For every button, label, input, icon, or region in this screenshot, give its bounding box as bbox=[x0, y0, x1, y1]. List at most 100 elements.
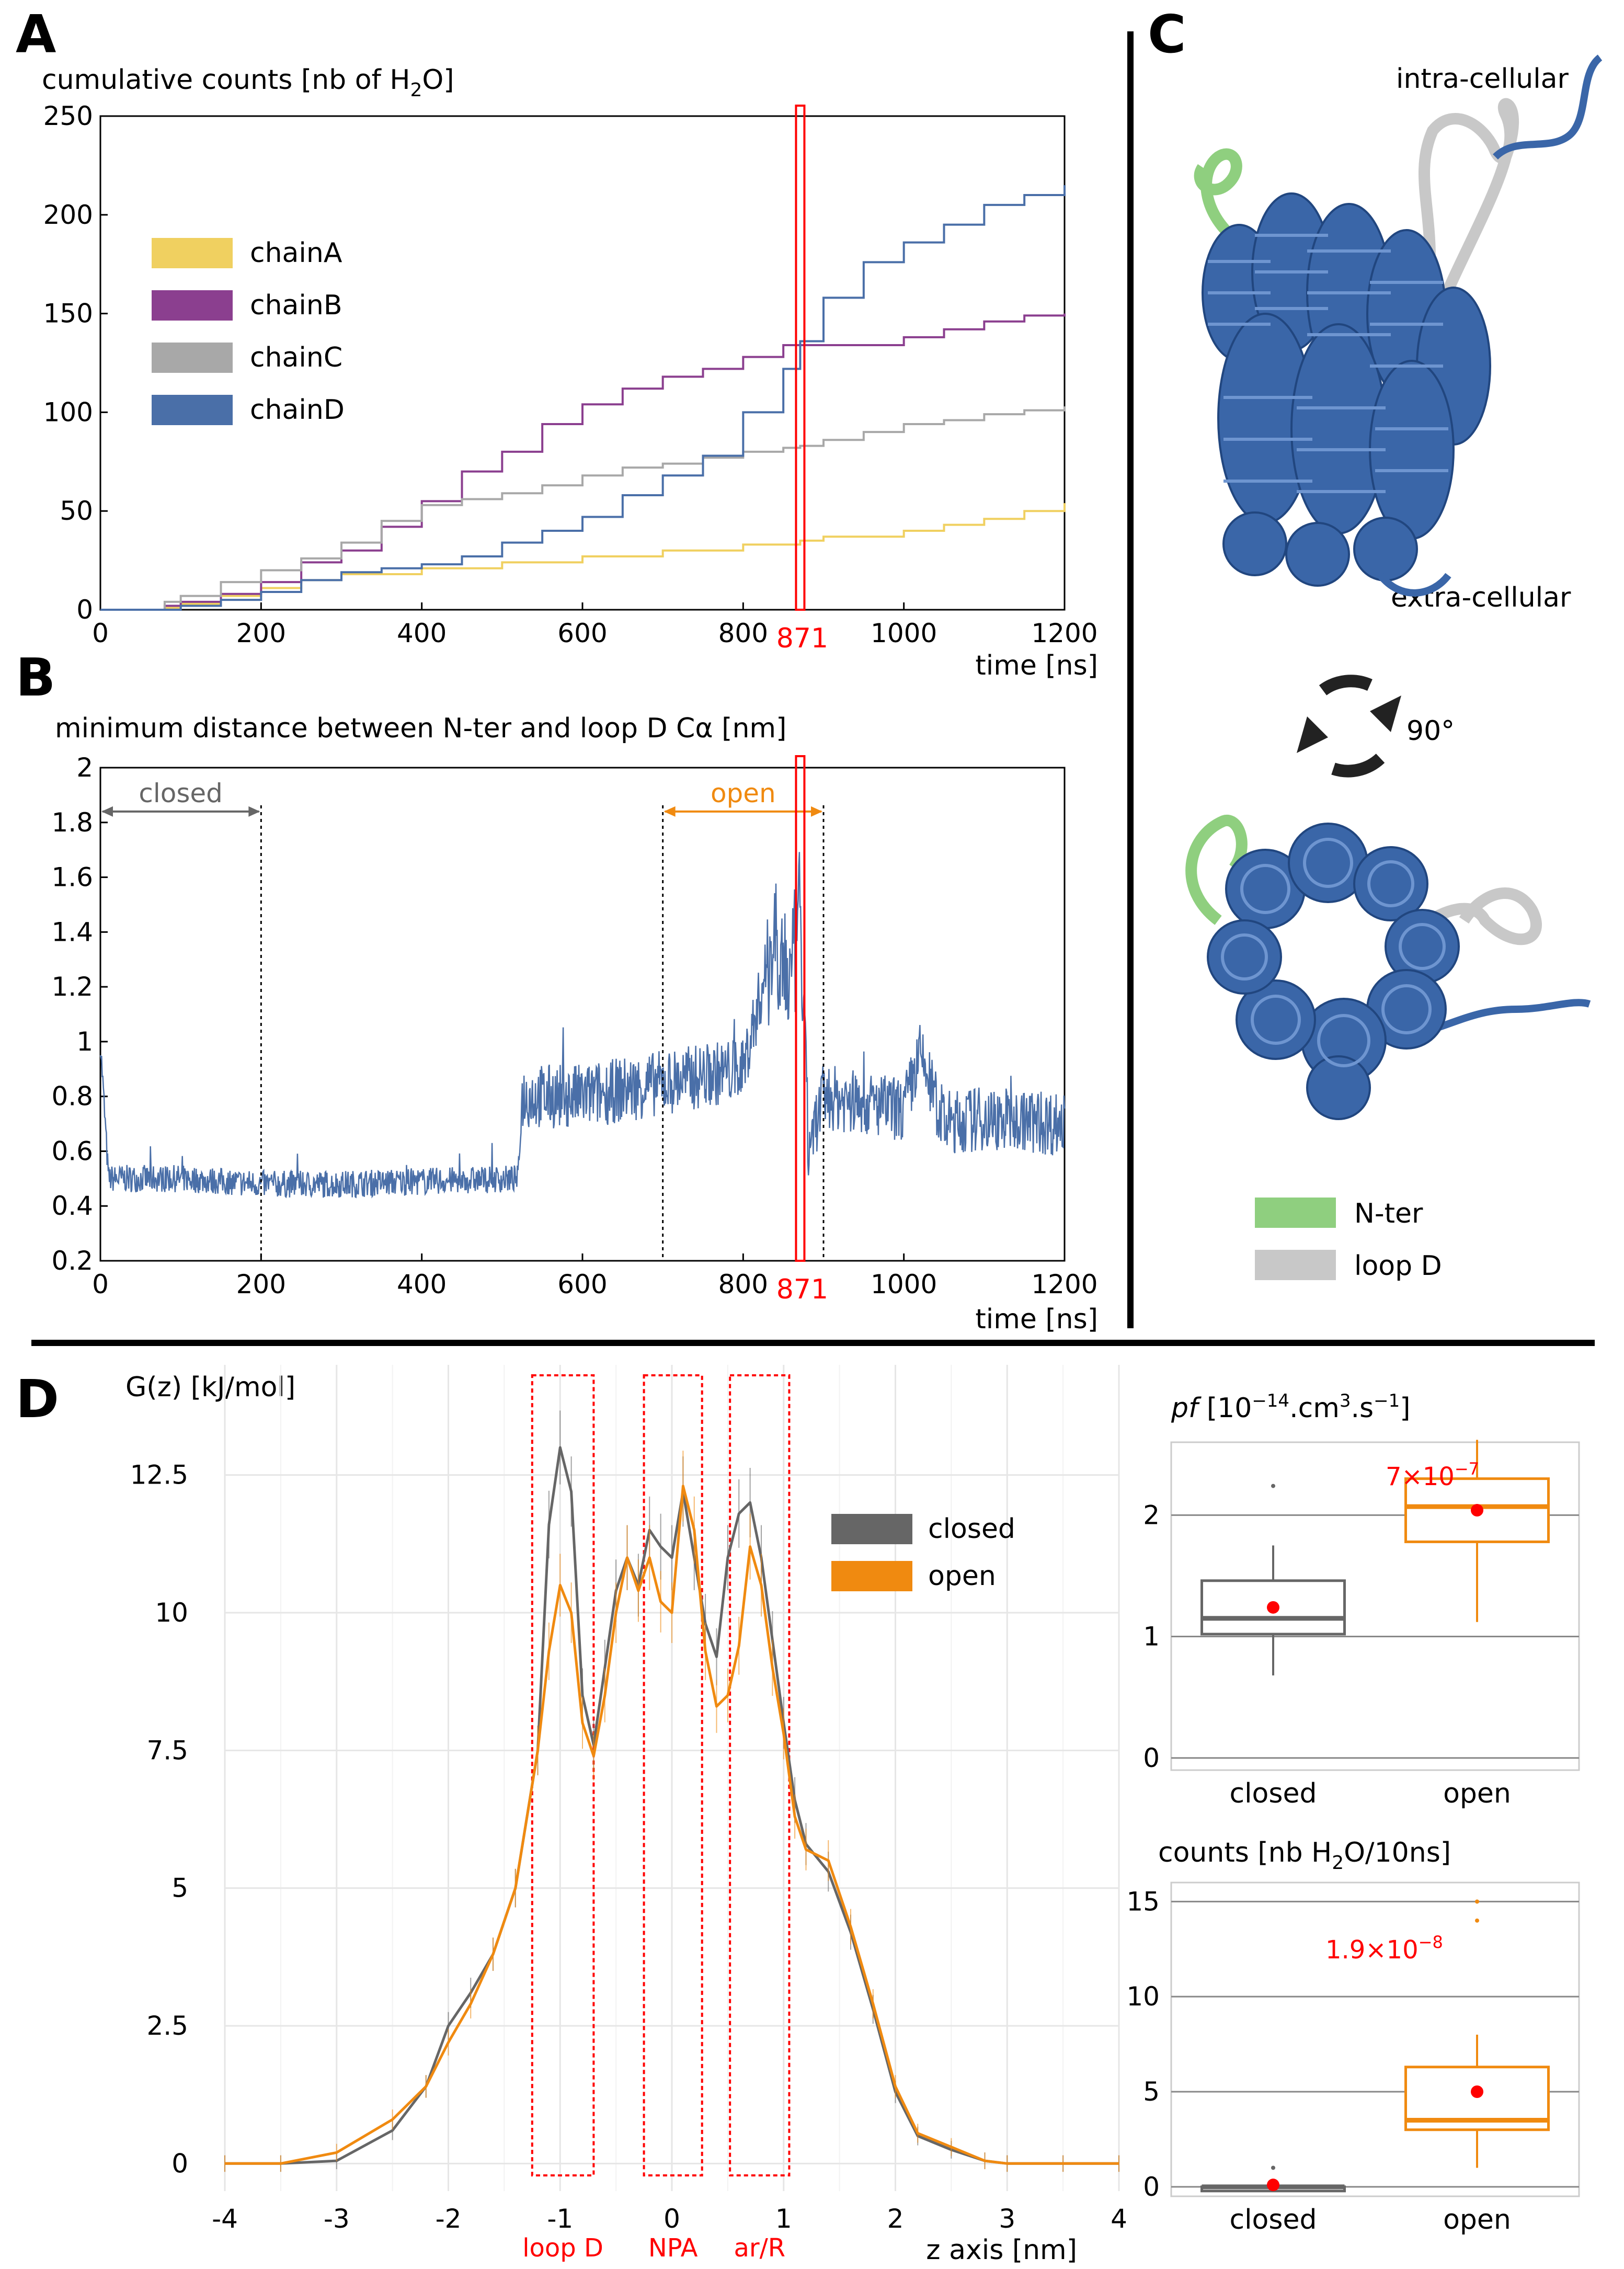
region-label: ar/R bbox=[734, 2233, 785, 2263]
x-tick-label: 1200 bbox=[1031, 618, 1097, 648]
legend-swatch-open bbox=[831, 1561, 912, 1591]
chart-b-phase-lines bbox=[260, 805, 825, 1261]
x-tick-label: 0 bbox=[92, 1269, 109, 1299]
loop-d-label: loop D bbox=[1354, 1250, 1442, 1282]
y-tick-label: 1 bbox=[76, 1027, 93, 1057]
x-tick-label: 4 bbox=[1111, 2204, 1127, 2234]
chart-pf-pvalue: 7×10−7 bbox=[1386, 1459, 1479, 1491]
x-tick-label: 0 bbox=[92, 618, 109, 648]
legend-swatch-chainB bbox=[152, 290, 233, 321]
x-tick-label: 600 bbox=[557, 618, 607, 648]
y-tick-label: 0.4 bbox=[51, 1191, 93, 1221]
x-tick-label: -1 bbox=[547, 2204, 573, 2234]
chart-a-series bbox=[100, 185, 1066, 611]
chart-b-highlight-box bbox=[795, 755, 806, 1262]
mean-open bbox=[1471, 2085, 1483, 2098]
y-tick-label: 10 bbox=[155, 1598, 188, 1628]
y-tick-label: 12.5 bbox=[130, 1460, 188, 1490]
y-tick-label: 0.8 bbox=[51, 1081, 93, 1112]
line-distance bbox=[99, 852, 1066, 1199]
n-ter-label: N-ter bbox=[1354, 1198, 1423, 1229]
chart-a-highlight-label: 871 bbox=[776, 623, 828, 654]
chart-b-ticks: 0 200 400 600 800 1000 1200 0.2 0.4 0.6 0.8 1 1.2 1.4… bbox=[51, 752, 1097, 1299]
x-tick-label: closed bbox=[1230, 1778, 1317, 1809]
extra-loop-side bbox=[1377, 573, 1451, 597]
chart-a-legend: chainA chainB chainC chainD bbox=[152, 237, 345, 426]
panel-label-b: B bbox=[16, 647, 55, 708]
chart-d: G(z) [kJ/mol] -4 -3 -2 -1 0 1 2 3 4 0 2.5 5 7.5 10 12.… bbox=[125, 1365, 1127, 2266]
y-tick-label: 200 bbox=[43, 200, 93, 230]
arrowhead-right-icon bbox=[248, 806, 260, 817]
y-tick-label: 0 bbox=[76, 595, 93, 625]
chart-a-ticks: 0 200 400 600 800 1000 1200 0 50 100 150 200 250 bbox=[43, 101, 1098, 648]
y-tick-label: 5 bbox=[1143, 2077, 1160, 2107]
line-chainC bbox=[100, 406, 1066, 611]
x-tick-label: 800 bbox=[718, 618, 768, 648]
y-tick-label: 0.6 bbox=[51, 1136, 93, 1166]
panel-label-a: A bbox=[16, 4, 56, 65]
chart-pf-plot: 0 1 2 closed open bbox=[1143, 1440, 1580, 1809]
chart-counts-title: counts [nb H2O/10ns] bbox=[1158, 1837, 1451, 1874]
y-tick-label: 250 bbox=[43, 101, 93, 131]
x-tick-label: 400 bbox=[397, 618, 447, 648]
region-box-ar-r bbox=[729, 1374, 791, 2176]
helix-bundle-side bbox=[1202, 192, 1491, 587]
x-tick-label: -3 bbox=[324, 2204, 350, 2234]
x-tick-label: closed bbox=[1230, 2204, 1317, 2236]
x-tick-label: 0 bbox=[664, 2204, 680, 2234]
y-tick-label: 10 bbox=[1126, 1981, 1160, 2012]
plot-frame bbox=[1170, 1882, 1580, 2197]
legend-swatch-closed bbox=[831, 1514, 912, 1544]
region-box-npa bbox=[643, 1374, 703, 2176]
y-tick-label: 0 bbox=[1143, 1743, 1160, 1773]
arrowhead-right-icon bbox=[811, 806, 822, 817]
c-terminus-ribbon-top bbox=[1411, 999, 1591, 1039]
x-tick-label: 1 bbox=[775, 2204, 792, 2234]
x-tick-label: -4 bbox=[212, 2204, 238, 2234]
chart-counts-plot: 0 5 10 15 closed open bbox=[1126, 1882, 1580, 2236]
chart-b-xlabel: time [ns] bbox=[975, 1304, 1098, 1335]
intra-cellular-label: intra-cellular bbox=[1396, 63, 1569, 95]
rotation-icon bbox=[1297, 675, 1401, 778]
chart-d-series bbox=[224, 1410, 1119, 2172]
chart-b-series bbox=[99, 852, 1066, 1199]
legend-label-closed: closed bbox=[928, 1513, 1015, 1545]
region-label: loop D bbox=[522, 2233, 603, 2263]
legend-swatch-chainD bbox=[152, 395, 233, 425]
x-tick-label: 1200 bbox=[1031, 1269, 1097, 1299]
line-chainD bbox=[100, 185, 1066, 611]
helix-bundle-top bbox=[1207, 823, 1460, 1120]
legend-label-chainA: chainA bbox=[250, 237, 342, 269]
y-tick-label: 5 bbox=[171, 1873, 188, 1903]
legend-label-chainB: chainB bbox=[250, 290, 342, 321]
y-tick-label: 1.6 bbox=[51, 862, 93, 893]
y-tick-label: 2 bbox=[76, 752, 93, 783]
x-tick-label: 3 bbox=[999, 2204, 1015, 2234]
y-tick-label: 0.2 bbox=[51, 1246, 93, 1276]
extra-cellular-label: extra-cellular bbox=[1391, 582, 1571, 613]
legend-swatch-chainC bbox=[152, 343, 233, 373]
helix-rings-top bbox=[1221, 838, 1446, 1067]
y-tick-label: 2.5 bbox=[146, 2011, 188, 2041]
protein-side-view bbox=[1194, 54, 1603, 597]
y-tick-label: 100 bbox=[43, 397, 93, 427]
x-tick-label: 400 bbox=[397, 1269, 447, 1299]
mean-closed bbox=[1267, 2179, 1279, 2192]
y-tick-label: 7.5 bbox=[146, 1735, 188, 1765]
x-tick-label: open bbox=[1443, 1778, 1511, 1809]
rotation-label: 90° bbox=[1406, 715, 1455, 747]
chart-a-frame bbox=[99, 115, 1066, 611]
x-tick-label: 800 bbox=[718, 1269, 768, 1299]
loop-d-ribbon-top bbox=[1419, 887, 1542, 945]
line-chainB bbox=[100, 313, 1066, 611]
x-tick-label: 200 bbox=[236, 1269, 286, 1299]
outlier-open bbox=[1475, 1918, 1479, 1923]
panel-label-c: C bbox=[1148, 4, 1186, 65]
helix-turns-side bbox=[1208, 234, 1448, 493]
annotation-label-closed: closed bbox=[139, 778, 223, 808]
chart-b: minimum distance between N-ter and loop … bbox=[51, 713, 1098, 1335]
chart-a: cumulative counts [nb of H2O] 0 200 400 600… bbox=[42, 64, 1098, 681]
x-tick-label: open bbox=[1443, 2204, 1511, 2236]
loop-d-swatch bbox=[1255, 1250, 1336, 1280]
